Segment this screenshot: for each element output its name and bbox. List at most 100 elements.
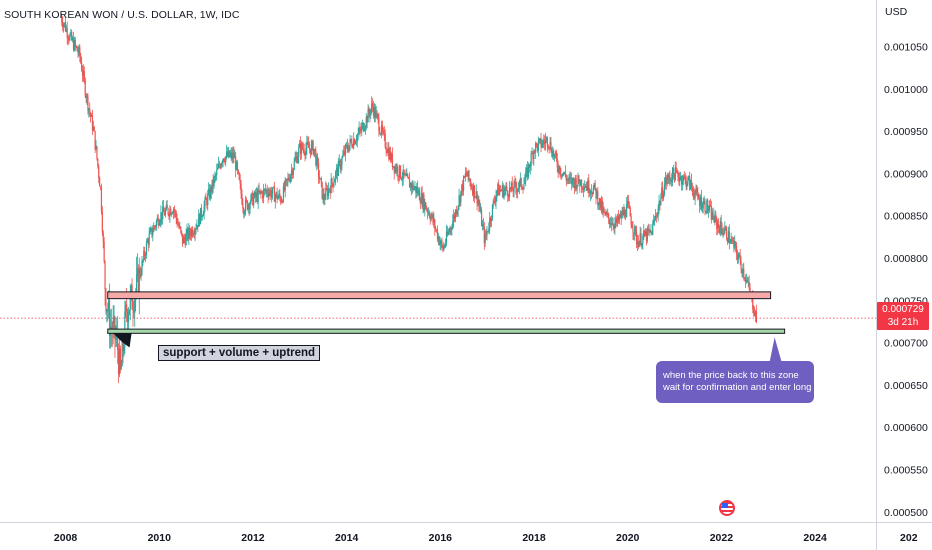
candle-body bbox=[454, 210, 457, 219]
candle-body bbox=[532, 153, 534, 160]
candle-body bbox=[81, 62, 83, 71]
x-tick-label: 202 bbox=[900, 532, 918, 544]
candle-body bbox=[166, 205, 168, 209]
candle-body bbox=[665, 177, 667, 184]
candle-body bbox=[660, 197, 662, 205]
trade-callout[interactable]: when the price back to this zone wait fo… bbox=[656, 361, 814, 403]
candle-body bbox=[667, 174, 669, 180]
candle-body bbox=[272, 187, 274, 194]
candle-body bbox=[162, 206, 164, 220]
candle-body bbox=[572, 178, 575, 182]
candle-body bbox=[142, 260, 144, 262]
support-zone bbox=[107, 328, 786, 334]
candle-body bbox=[688, 176, 690, 178]
candle-body bbox=[132, 309, 134, 311]
candle-body bbox=[160, 212, 162, 222]
candle-body bbox=[479, 205, 481, 211]
candle-body bbox=[219, 165, 221, 168]
candle-body bbox=[75, 45, 77, 47]
candle-body bbox=[293, 160, 295, 170]
candle-body bbox=[724, 228, 726, 234]
candle-body bbox=[121, 339, 123, 366]
candle-body bbox=[388, 148, 390, 160]
candle-body bbox=[201, 216, 203, 218]
us-flag-icon[interactable] bbox=[719, 500, 735, 516]
candle-body bbox=[279, 193, 281, 198]
candle-body bbox=[476, 191, 478, 204]
candle-body bbox=[468, 170, 470, 180]
y-tick-label: 0.000700 bbox=[884, 338, 928, 350]
candle-body bbox=[140, 274, 142, 277]
candle-body bbox=[622, 211, 624, 215]
candle-body bbox=[321, 181, 323, 199]
candle-body bbox=[608, 218, 611, 225]
candle-body bbox=[436, 230, 439, 240]
candle-body bbox=[91, 115, 94, 131]
candle-body bbox=[728, 231, 730, 244]
candle-body bbox=[159, 221, 161, 224]
candle-body bbox=[544, 139, 547, 144]
candle-body bbox=[435, 229, 438, 231]
candle-body bbox=[257, 189, 259, 202]
candle-body bbox=[170, 208, 172, 215]
arrow-marker bbox=[113, 333, 132, 348]
candle-body bbox=[102, 232, 104, 242]
candle-body bbox=[701, 208, 703, 210]
candle-body bbox=[308, 143, 310, 148]
candle-body bbox=[173, 209, 176, 212]
candle-body bbox=[325, 188, 327, 200]
support-label[interactable]: support + volume + uptrend bbox=[158, 345, 321, 361]
candle-body bbox=[533, 150, 535, 160]
candle-body bbox=[353, 139, 355, 148]
candle-body bbox=[638, 241, 640, 247]
candle-body bbox=[366, 116, 368, 123]
candle-body bbox=[607, 213, 609, 215]
candle-body bbox=[633, 232, 635, 235]
candle-body bbox=[360, 129, 362, 132]
candle-body bbox=[344, 144, 347, 155]
candle-body bbox=[162, 206, 165, 213]
candle-body bbox=[739, 254, 741, 261]
candle-body bbox=[515, 182, 517, 188]
resistance-zone bbox=[107, 291, 772, 300]
candle-body bbox=[743, 268, 745, 278]
candle-body bbox=[617, 215, 619, 223]
candle-body bbox=[691, 187, 694, 190]
candle-body bbox=[504, 189, 506, 191]
candle-body bbox=[568, 177, 570, 180]
candle-body bbox=[61, 17, 63, 23]
candle-body bbox=[66, 28, 68, 38]
candle-body bbox=[253, 191, 256, 198]
candle-body bbox=[570, 177, 572, 179]
candle-body bbox=[197, 225, 199, 227]
candle-body bbox=[710, 205, 712, 220]
candle-body bbox=[573, 181, 575, 189]
candle-body bbox=[241, 194, 243, 205]
candle-body bbox=[589, 193, 591, 194]
candle-body bbox=[413, 187, 415, 190]
candle-body bbox=[408, 177, 410, 179]
candle-body bbox=[60, 16, 62, 18]
chart-title: SOUTH KOREAN WON / U.S. DOLLAR, 1W, IDC bbox=[4, 9, 240, 21]
candle-body bbox=[594, 182, 596, 188]
candle-body bbox=[623, 209, 625, 215]
candle-body bbox=[648, 229, 650, 232]
candle-body bbox=[517, 189, 519, 193]
candle-body bbox=[97, 158, 99, 167]
candle-body bbox=[265, 189, 267, 192]
candle-body bbox=[239, 179, 241, 184]
candle-body bbox=[106, 309, 108, 312]
candle-body bbox=[471, 188, 474, 195]
candle-body bbox=[720, 221, 722, 229]
candle-body bbox=[552, 150, 554, 157]
candle-body bbox=[333, 182, 335, 187]
candle-body bbox=[653, 219, 656, 221]
candle-body bbox=[734, 241, 736, 248]
candle-body bbox=[592, 187, 594, 195]
callout-line-2: wait for confirmation and enter long bbox=[663, 382, 812, 393]
candle-body bbox=[502, 185, 504, 198]
candle-body bbox=[495, 194, 497, 203]
candle-body bbox=[429, 216, 431, 220]
candle-body bbox=[634, 226, 636, 235]
